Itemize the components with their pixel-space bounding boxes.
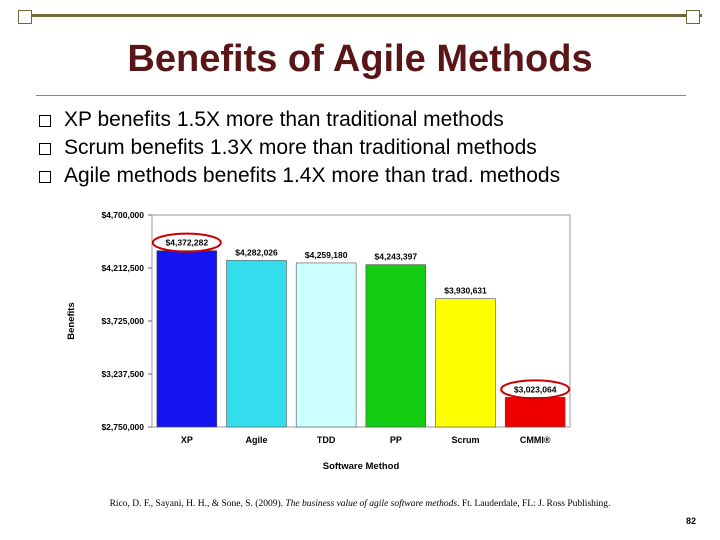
citation-authors: Rico, D. F., Sayani, H. H., & Sone, S. (… bbox=[109, 499, 283, 509]
bar-xp bbox=[156, 250, 218, 428]
bullet-square-icon bbox=[39, 115, 51, 127]
corner-square-right bbox=[686, 10, 700, 24]
slide-title: Benefits of Agile Methods bbox=[127, 38, 593, 80]
x-tick-label: Scrum bbox=[451, 435, 479, 445]
top-decor-line bbox=[18, 14, 702, 17]
bullet-list: XP benefits 1.5X more than traditional m… bbox=[36, 106, 560, 190]
highlight-ellipse bbox=[151, 232, 222, 253]
plot-area bbox=[151, 214, 571, 428]
bar-value-label: $4,282,026 bbox=[235, 247, 278, 257]
x-tick-label: Agile bbox=[245, 435, 267, 445]
highlight-ellipse bbox=[500, 379, 571, 400]
x-tick-label: PP bbox=[390, 435, 402, 445]
x-axis-label: Software Method bbox=[323, 461, 400, 472]
citation-publisher: . Ft. Lauderdale, FL: J. Ross Publishing… bbox=[457, 499, 611, 509]
bar-value-label: $3,930,631 bbox=[444, 286, 487, 296]
bullet-item: XP benefits 1.5X more than traditional m… bbox=[36, 106, 560, 134]
bar-value-label: $3,023,064 bbox=[514, 384, 557, 394]
bar-scrum bbox=[435, 298, 496, 428]
y-tick-label: $4,700,000 bbox=[101, 210, 144, 220]
bar-value-label: $4,243,397 bbox=[375, 252, 418, 262]
bar-agile bbox=[226, 260, 287, 428]
x-tick-label: XP bbox=[181, 435, 193, 445]
bar-cmmi bbox=[504, 397, 566, 428]
bullet-item: Scrum benefits 1.3X more than traditiona… bbox=[36, 134, 560, 162]
bar-pp bbox=[365, 264, 427, 428]
title-divider bbox=[36, 95, 686, 96]
benefits-bar-chart: $2,750,000 $3,237,500 $3,725,000 $4,212,500… bbox=[66, 210, 571, 472]
x-tick-label: CMMI® bbox=[520, 435, 551, 445]
bullet-item: Agile methods benefits 1.4X more than tr… bbox=[36, 162, 560, 190]
bar-value-label: $4,259,180 bbox=[305, 250, 348, 260]
bullet-text: XP benefits 1.5X more than traditional m… bbox=[64, 108, 504, 131]
corner-square-left bbox=[18, 10, 32, 24]
bullet-text: Scrum benefits 1.3X more than traditiona… bbox=[64, 136, 537, 159]
y-axis-label: Benefits bbox=[66, 302, 77, 339]
bar-tdd bbox=[295, 262, 357, 428]
y-tick-label: $3,725,000 bbox=[101, 316, 144, 326]
citation-title: The business value of agile software met… bbox=[285, 499, 458, 509]
bullet-text: Agile methods benefits 1.4X more than tr… bbox=[64, 164, 561, 187]
bullet-square-icon bbox=[39, 171, 51, 183]
y-tick-label: $4,212,500 bbox=[101, 263, 144, 273]
bullet-square-icon bbox=[39, 143, 51, 155]
page-number: 82 bbox=[685, 516, 696, 526]
y-tick-label: $3,237,500 bbox=[101, 369, 144, 379]
citation: Rico, D. F., Sayani, H. H., & Sone, S. (… bbox=[0, 499, 720, 509]
x-tick-label: TDD bbox=[317, 435, 336, 445]
y-tick-label: $2,750,000 bbox=[101, 422, 144, 432]
bar-value-label: $4,372,282 bbox=[166, 238, 209, 248]
